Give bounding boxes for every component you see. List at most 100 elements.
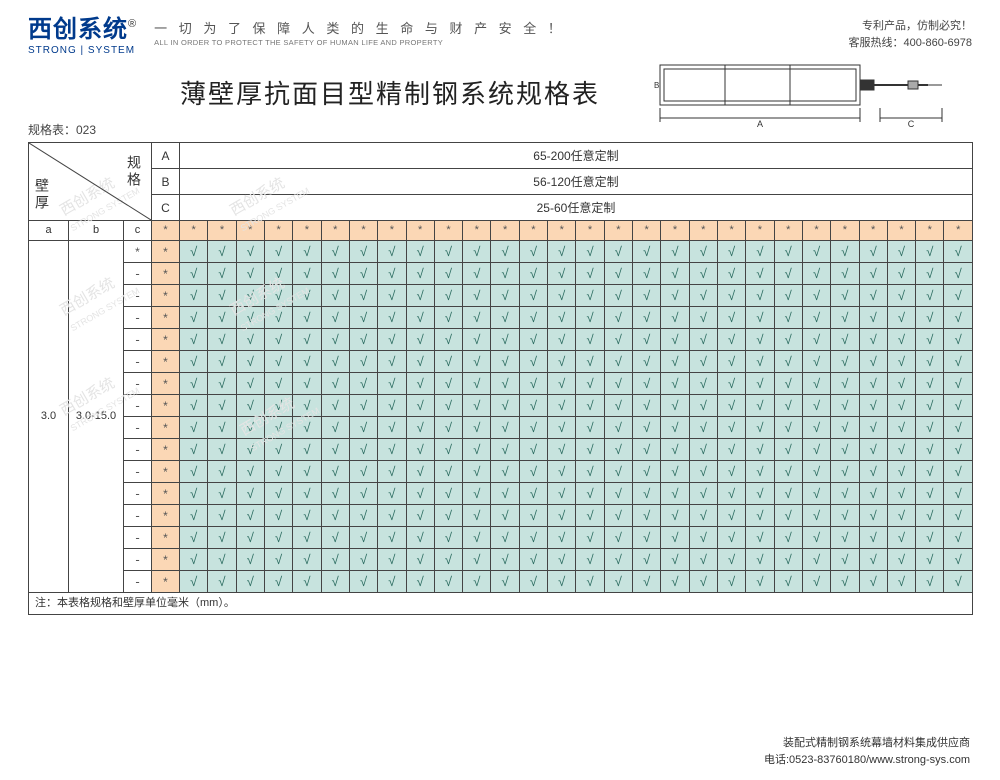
- check-cell: √: [944, 329, 973, 351]
- check-cell: √: [944, 571, 973, 593]
- check-cell: √: [831, 329, 859, 351]
- check-cell: √: [916, 483, 944, 505]
- check-cell: √: [633, 351, 661, 373]
- check-cell: √: [661, 263, 689, 285]
- check-cell: √: [859, 483, 887, 505]
- key-cell: *: [152, 549, 180, 571]
- check-cell: √: [916, 263, 944, 285]
- check-cell: √: [717, 285, 745, 307]
- check-cell: √: [463, 571, 491, 593]
- contact-info: 专利产品，仿制必究！ 客服热线：400-860-6978: [848, 18, 972, 51]
- star-cell: *: [321, 221, 349, 241]
- check-cell: √: [548, 461, 576, 483]
- check-cell: √: [887, 373, 915, 395]
- check-cell: √: [406, 439, 434, 461]
- c-cell: -: [124, 395, 152, 417]
- check-cell: √: [406, 395, 434, 417]
- check-cell: √: [916, 395, 944, 417]
- check-cell: √: [831, 417, 859, 439]
- c-cell: -: [124, 549, 152, 571]
- check-cell: √: [180, 483, 208, 505]
- star-cell: *: [180, 221, 208, 241]
- check-cell: √: [916, 329, 944, 351]
- check-cell: √: [434, 263, 462, 285]
- check-cell: √: [633, 395, 661, 417]
- check-cell: √: [633, 329, 661, 351]
- check-cell: √: [746, 549, 774, 571]
- check-cell: √: [519, 483, 547, 505]
- check-cell: √: [831, 373, 859, 395]
- check-cell: √: [519, 395, 547, 417]
- check-cell: √: [548, 373, 576, 395]
- key-cell: *: [152, 483, 180, 505]
- check-cell: √: [802, 505, 830, 527]
- check-cell: √: [944, 483, 973, 505]
- check-cell: √: [491, 373, 519, 395]
- check-cell: √: [378, 263, 406, 285]
- check-cell: √: [236, 417, 264, 439]
- check-cell: √: [774, 285, 802, 307]
- check-cell: √: [548, 417, 576, 439]
- check-cell: √: [576, 329, 604, 351]
- check-cell: √: [576, 307, 604, 329]
- key-cell: *: [152, 505, 180, 527]
- check-cell: √: [378, 461, 406, 483]
- check-cell: √: [887, 263, 915, 285]
- check-cell: √: [717, 351, 745, 373]
- check-cell: √: [576, 351, 604, 373]
- check-cell: √: [689, 461, 717, 483]
- check-cell: √: [264, 505, 292, 527]
- check-cell: √: [802, 439, 830, 461]
- check-cell: √: [180, 351, 208, 373]
- star-cell: *: [831, 221, 859, 241]
- star-cell: *: [887, 221, 915, 241]
- check-cell: √: [661, 373, 689, 395]
- check-cell: √: [633, 549, 661, 571]
- check-cell: √: [831, 571, 859, 593]
- check-cell: √: [661, 461, 689, 483]
- check-cell: √: [378, 483, 406, 505]
- check-cell: √: [944, 549, 973, 571]
- check-cell: √: [491, 549, 519, 571]
- check-cell: √: [264, 373, 292, 395]
- key-cell: *: [152, 395, 180, 417]
- check-cell: √: [717, 395, 745, 417]
- check-cell: √: [604, 549, 632, 571]
- check-cell: √: [434, 329, 462, 351]
- check-cell: √: [406, 505, 434, 527]
- check-cell: √: [180, 461, 208, 483]
- check-cell: √: [633, 527, 661, 549]
- brand-name-en: STRONG | SYSTEM: [28, 45, 136, 56]
- check-cell: √: [859, 307, 887, 329]
- key-cell: *: [152, 373, 180, 395]
- check-cell: √: [576, 263, 604, 285]
- check-cell: √: [236, 329, 264, 351]
- check-cell: √: [633, 483, 661, 505]
- check-cell: √: [236, 439, 264, 461]
- check-cell: √: [208, 395, 236, 417]
- check-cell: √: [293, 571, 321, 593]
- check-cell: √: [491, 329, 519, 351]
- check-cell: √: [802, 351, 830, 373]
- registered-mark: ®: [128, 18, 136, 30]
- check-cell: √: [774, 461, 802, 483]
- c-cell: -: [124, 417, 152, 439]
- check-cell: √: [774, 439, 802, 461]
- check-cell: √: [406, 483, 434, 505]
- check-cell: √: [944, 417, 973, 439]
- check-cell: √: [604, 351, 632, 373]
- check-cell: √: [491, 241, 519, 263]
- check-cell: √: [604, 395, 632, 417]
- check-cell: √: [463, 417, 491, 439]
- check-cell: √: [434, 571, 462, 593]
- check-cell: √: [944, 241, 973, 263]
- star-cell: *: [208, 221, 236, 241]
- check-cell: √: [293, 263, 321, 285]
- a-value: 3.0: [29, 241, 69, 593]
- spec-label: 25-60任意定制: [180, 195, 973, 221]
- check-cell: √: [321, 505, 349, 527]
- check-cell: √: [378, 373, 406, 395]
- check-cell: √: [916, 241, 944, 263]
- check-cell: √: [887, 417, 915, 439]
- check-cell: √: [491, 483, 519, 505]
